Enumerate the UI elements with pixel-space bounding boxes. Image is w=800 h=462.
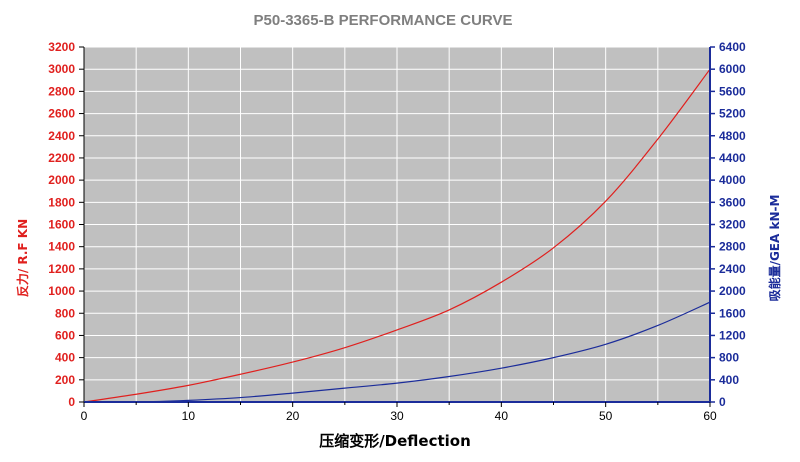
right-tick-label: 0 xyxy=(719,395,726,409)
right-tick-label: 4000 xyxy=(719,173,746,187)
x-axis-label: 压缩变形/Deflection xyxy=(319,432,471,450)
energy-absorption-line xyxy=(83,301,711,403)
right-axis-ticks: 0 400 800 1200 1600 2000 2400 2800 3200 3600 4000 4… xyxy=(710,40,746,409)
right-tick-label: 1200 xyxy=(719,328,746,342)
left-tick-label: 2200 xyxy=(48,151,75,165)
right-tick-label: 4800 xyxy=(719,129,746,143)
right-tick-label: 6000 xyxy=(719,62,746,76)
left-axis-label: 反力/ R.F KN xyxy=(15,219,30,297)
right-tick-label: 3200 xyxy=(719,218,746,232)
left-tick-label: 600 xyxy=(55,328,75,342)
right-tick-label: 2800 xyxy=(719,240,746,254)
left-tick-label: 3200 xyxy=(48,40,75,54)
right-tick-label: 3600 xyxy=(719,195,746,209)
right-tick-label: 4400 xyxy=(719,151,746,165)
right-tick-label: 5600 xyxy=(719,84,746,98)
x-tick-label: 10 xyxy=(182,409,196,423)
x-tick-label: 30 xyxy=(390,409,404,423)
right-axis-label: 吸能量/GEA kN-M xyxy=(767,195,782,302)
left-tick-label: 200 xyxy=(55,373,75,387)
right-tick-label: 2400 xyxy=(719,262,746,276)
left-tick-label: 1400 xyxy=(48,240,75,254)
x-tick-label: 40 xyxy=(495,409,509,423)
left-tick-label: 0 xyxy=(68,395,75,409)
right-tick-label: 5200 xyxy=(719,107,746,121)
left-tick-label: 2800 xyxy=(48,84,75,98)
series-layer xyxy=(83,68,711,403)
right-tick-label: 400 xyxy=(719,373,739,387)
right-tick-label: 2000 xyxy=(719,284,746,298)
left-tick-label: 400 xyxy=(55,351,75,365)
left-tick-label: 800 xyxy=(55,306,75,320)
left-tick-label: 3000 xyxy=(48,62,75,76)
chart-title: P50-3365-B PERFORMANCE CURVE xyxy=(254,12,513,29)
left-tick-label: 2600 xyxy=(48,107,75,121)
x-tick-label: 20 xyxy=(286,409,300,423)
gridlines xyxy=(84,46,710,402)
left-axis-ticks: 0 200 400 600 800 1000 1200 1400 1600 1800 2000 220… xyxy=(48,40,84,409)
left-tick-label: 1800 xyxy=(48,195,75,209)
left-tick-label: 2000 xyxy=(48,173,75,187)
x-tick-label: 50 xyxy=(599,409,613,423)
left-tick-label: 1600 xyxy=(48,218,75,232)
x-axis-ticks: 0 10 20 30 40 50 60 xyxy=(81,402,717,423)
left-tick-label: 2400 xyxy=(48,129,75,143)
left-tick-label: 1200 xyxy=(48,262,75,276)
reaction-force-line xyxy=(83,68,711,403)
left-tick-label: 1000 xyxy=(48,284,75,298)
right-tick-label: 1600 xyxy=(719,306,746,320)
x-tick-label: 0 xyxy=(81,409,88,423)
right-tick-label: 800 xyxy=(719,351,739,365)
x-tick-label: 60 xyxy=(703,409,717,423)
right-tick-label: 6400 xyxy=(719,40,746,54)
